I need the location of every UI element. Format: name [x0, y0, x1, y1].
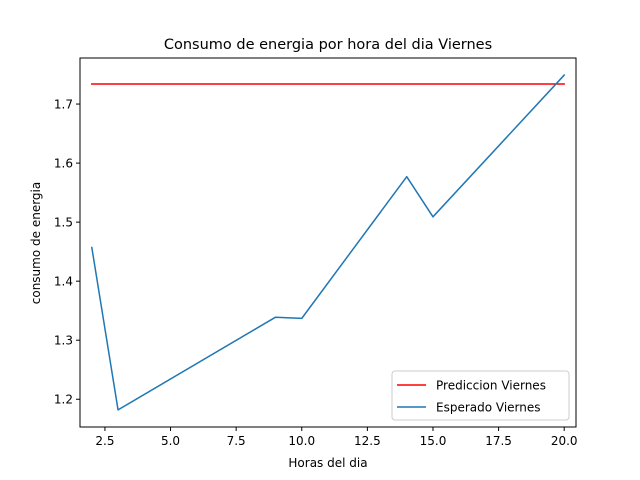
chart-title: Consumo de energia por hora del dia Vier… — [164, 37, 492, 53]
y-tick-label: 1.5 — [54, 215, 73, 229]
legend-box — [391, 370, 570, 421]
x-tick-label: 17.5 — [485, 434, 512, 448]
y-axis: 1.2 1.3 1.4 1.5 1.6 1.7 — [54, 97, 80, 407]
legend-label-1: Prediccion Viernes — [436, 378, 546, 392]
y-tick-label: 1.3 — [54, 334, 73, 348]
x-axis-label: Horas del dia — [288, 456, 367, 470]
legend-label-2: Esperado Viernes — [436, 400, 541, 414]
series-line-2 — [90, 74, 566, 411]
y-axis-label: consumo de energia — [29, 182, 43, 304]
x-tick-label: 10.0 — [288, 434, 315, 448]
x-tick-label: 12.5 — [354, 434, 381, 448]
y-tick-label: 1.4 — [54, 274, 73, 288]
y-tick-label: 1.2 — [54, 393, 73, 407]
x-tick-label: 2.5 — [95, 434, 114, 448]
legend: Prediccion Viernes Esperado Viernes — [391, 370, 570, 421]
x-tick-label: 5.0 — [161, 434, 180, 448]
series-layer — [90, 74, 566, 411]
y-tick-label: 1.6 — [54, 156, 73, 170]
x-tick-label: 20.0 — [551, 434, 578, 448]
x-axis: 2.5 5.0 7.5 10.0 12.5 15.0 17.5 20.0 — [95, 427, 578, 448]
plot-frame — [79, 57, 577, 428]
x-tick-label: 7.5 — [227, 434, 246, 448]
y-tick-label: 1.7 — [54, 97, 73, 111]
x-tick-label: 15.0 — [420, 434, 447, 448]
